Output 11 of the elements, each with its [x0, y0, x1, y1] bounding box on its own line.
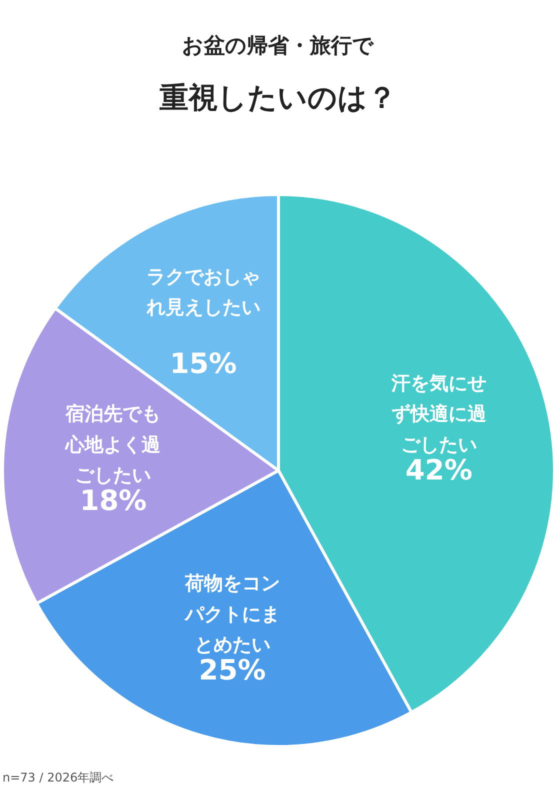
slice-label: 汗を気にせず快適に過ごしたい — [390, 372, 488, 456]
slice-label: ラクでおしゃれ見えしたい — [145, 266, 260, 319]
chart-title: お盆の帰省・旅行で — [182, 34, 374, 58]
data-label: 18% — [80, 484, 147, 518]
data-label: 42% — [405, 453, 472, 486]
text: n=73 / 2026年調べ — [2, 770, 114, 784]
data-label: 25% — [198, 654, 266, 687]
slice-label: 荷物をコンパクトにまとめたい — [184, 572, 280, 656]
slice-label: 宿泊先でも心地よく過ごしたい — [64, 403, 162, 487]
data-label: 15% — [170, 346, 237, 380]
chart-subtitle: 重視したいのは？ — [158, 80, 396, 114]
